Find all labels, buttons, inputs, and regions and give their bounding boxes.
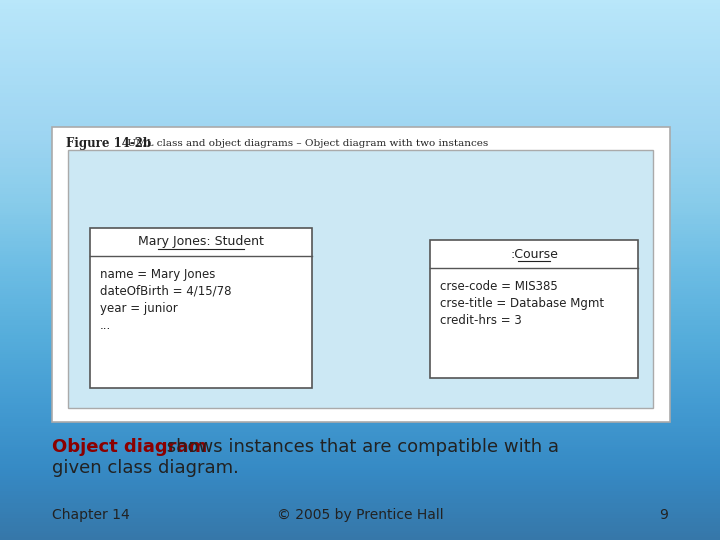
FancyBboxPatch shape (430, 240, 638, 378)
FancyBboxPatch shape (68, 150, 653, 408)
Text: credit-hrs = 3: credit-hrs = 3 (440, 314, 522, 327)
Text: crse-title = Database Mgmt: crse-title = Database Mgmt (440, 297, 604, 310)
Text: © 2005 by Prentice Hall: © 2005 by Prentice Hall (276, 508, 444, 522)
Text: 9: 9 (659, 508, 668, 522)
Text: name = Mary Jones: name = Mary Jones (100, 268, 215, 281)
Text: crse-code = MIS385: crse-code = MIS385 (440, 280, 558, 293)
Text: ...: ... (100, 319, 112, 332)
Text: UML class and object diagrams – Object diagram with two instances: UML class and object diagrams – Object d… (124, 138, 488, 147)
Text: given class diagram.: given class diagram. (52, 459, 239, 477)
Text: Mary Jones: Student: Mary Jones: Student (138, 235, 264, 248)
Text: shows instances that are compatible with a: shows instances that are compatible with… (161, 438, 559, 456)
FancyBboxPatch shape (52, 127, 670, 422)
Text: Figure 14-2b: Figure 14-2b (66, 137, 151, 150)
Text: Chapter 14: Chapter 14 (52, 508, 130, 522)
Text: dateOfBirth = 4/15/78: dateOfBirth = 4/15/78 (100, 285, 232, 298)
FancyBboxPatch shape (90, 228, 312, 388)
Text: Object diagram: Object diagram (52, 438, 207, 456)
Text: year = junior: year = junior (100, 302, 178, 315)
Text: :Course: :Course (510, 247, 558, 260)
